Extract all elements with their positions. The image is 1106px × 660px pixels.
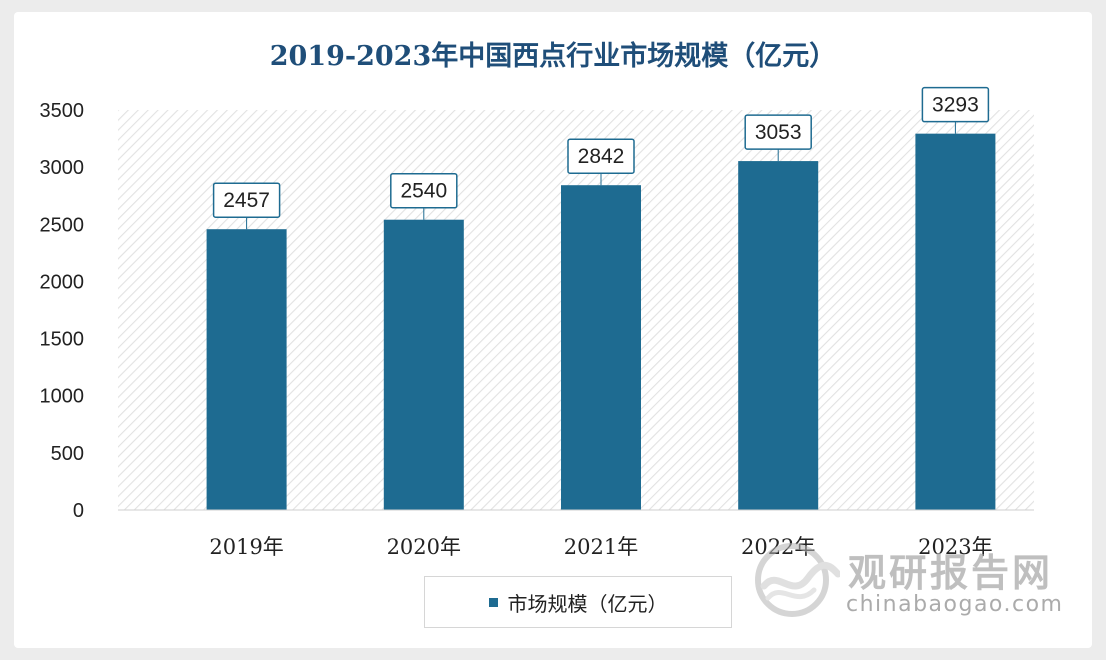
y-tick-label: 3500 [40, 100, 85, 122]
legend: 市场规模（亿元） [424, 576, 732, 628]
chart-title: 2019-2023年中国西点行业市场规模（亿元） [269, 41, 837, 72]
y-tick-label: 1500 [40, 329, 85, 351]
bar [915, 133, 996, 510]
bar-series [206, 133, 996, 511]
x-tick-label: 2021年 [564, 535, 638, 559]
y-tick-label: 3000 [40, 157, 85, 179]
y-tick-label: 2000 [40, 271, 85, 293]
data-labels: 2457 2540 2842 3053 3293 [212, 86, 990, 230]
bar [561, 185, 641, 510]
wave-circle-logo-icon [755, 543, 840, 617]
x-axis: 2019年 2020年 2021年 2022年 2023年 [209, 535, 992, 559]
y-axis: 0 500 1000 1500 2000 2500 3000 3500 [40, 100, 85, 522]
data-label: 2842 [578, 145, 625, 168]
legend-swatch [488, 597, 498, 607]
x-tick-label: 2020年 [387, 535, 461, 559]
bar [383, 219, 464, 510]
watermark: 观研报告网 chinabaogao.com [748, 536, 1078, 626]
y-tick-label: 2500 [40, 214, 85, 236]
data-label: 3293 [932, 94, 979, 117]
y-tick-label: 0 [73, 500, 84, 522]
legend-label: 市场规模（亿元） [507, 591, 668, 616]
x-tick-label: 2023年 [918, 535, 992, 559]
y-tick-label: 500 [51, 443, 84, 465]
bar [206, 229, 287, 510]
x-tick-label: 2019年 [209, 535, 283, 559]
data-label: 2540 [400, 180, 447, 203]
data-label: 2457 [223, 189, 270, 212]
watermark-en: chinabaogao.com [846, 592, 1064, 617]
watermark-cn: 观研报告网 [848, 551, 1054, 595]
y-tick-label: 1000 [40, 386, 85, 408]
bar [738, 161, 819, 511]
data-label: 3053 [755, 121, 802, 144]
